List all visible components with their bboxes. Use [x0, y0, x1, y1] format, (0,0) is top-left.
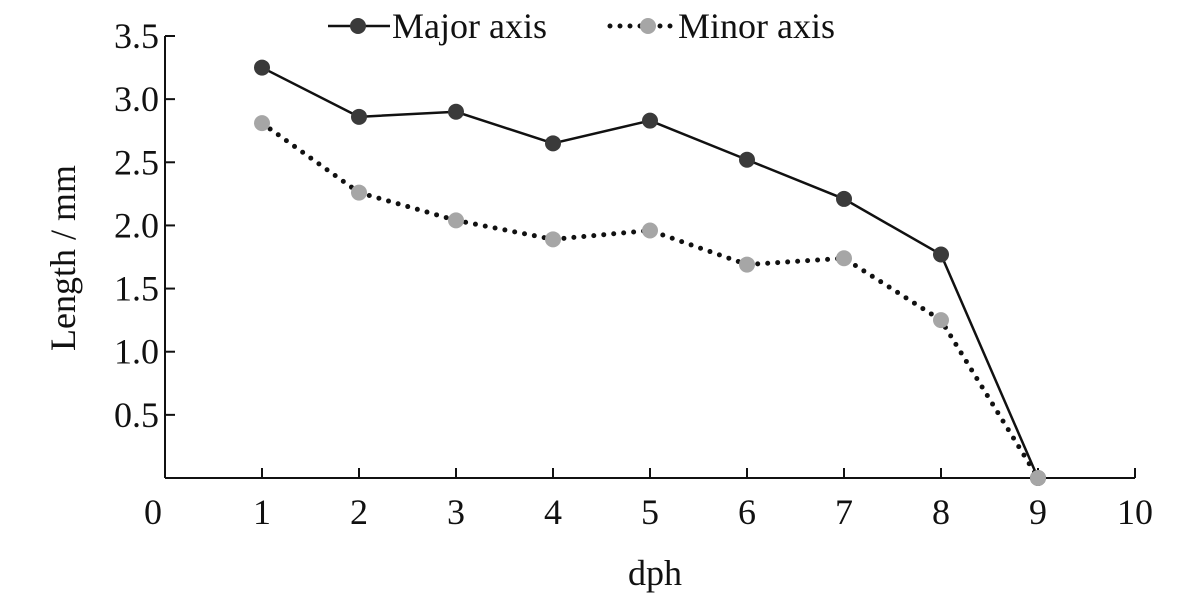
series-major-axis: [254, 59, 1046, 486]
series-line: [261, 66, 1040, 479]
x-tick-label: 9: [1029, 492, 1047, 532]
series-line: [259, 120, 1041, 481]
data-point: [545, 135, 561, 152]
legend-item: Major axis: [328, 6, 547, 46]
legend: Major axis Minor axis: [328, 6, 835, 46]
x-tick-label: 7: [835, 492, 853, 532]
legend-item: Minor axis: [607, 6, 835, 46]
legend-marker: [350, 18, 366, 34]
y-tick-label: 3.5: [114, 16, 159, 56]
x-tick-label: 1: [253, 492, 271, 532]
data-point: [545, 231, 561, 248]
x-tick-label: 8: [932, 492, 950, 532]
data-point: [1030, 470, 1046, 486]
data-point: [836, 250, 852, 267]
data-point: [642, 222, 658, 239]
data-point: [448, 103, 464, 120]
data-point: [254, 115, 270, 132]
y-tick-label: 3.0: [114, 79, 159, 119]
data-point: [836, 190, 852, 207]
data-point: [933, 246, 949, 263]
data-point: [351, 108, 367, 125]
data-point: [642, 112, 658, 129]
x-tick-label: 4: [544, 492, 562, 532]
data-point: [739, 256, 755, 273]
data-point: [933, 312, 949, 329]
x-tick-label: 6: [738, 492, 756, 532]
y-tick-label: 1.0: [114, 332, 159, 372]
x-tick-label: 5: [641, 492, 659, 532]
x-tick-label: 0: [144, 492, 162, 532]
y-tick-label: 1.5: [114, 269, 159, 309]
data-point: [448, 212, 464, 229]
data-point: [254, 59, 270, 76]
x-tick-label: 10: [1117, 492, 1153, 532]
legend-label: Minor axis: [678, 6, 835, 46]
y-tick-label: 2.5: [114, 142, 159, 182]
series-layer: [254, 59, 1046, 486]
series-minor-axis: [254, 115, 1046, 486]
legend-marker: [640, 18, 656, 34]
x-tick-label: 2: [350, 492, 368, 532]
y-tick-label: 0.5: [114, 395, 159, 435]
axes: 0 1 2 3 4 5 6 7 8 9 10 0.5 1.0 1.5 2.0 2.5 3.0 3.5: [114, 16, 1153, 532]
legend-label: Major axis: [392, 6, 547, 46]
y-axis-title: Length / mm: [43, 165, 83, 351]
x-axis-title: dph: [628, 553, 682, 593]
x-tick-label: 3: [447, 492, 465, 532]
y-tick-label: 2.0: [114, 205, 159, 245]
data-point: [739, 151, 755, 168]
data-point: [351, 184, 367, 201]
